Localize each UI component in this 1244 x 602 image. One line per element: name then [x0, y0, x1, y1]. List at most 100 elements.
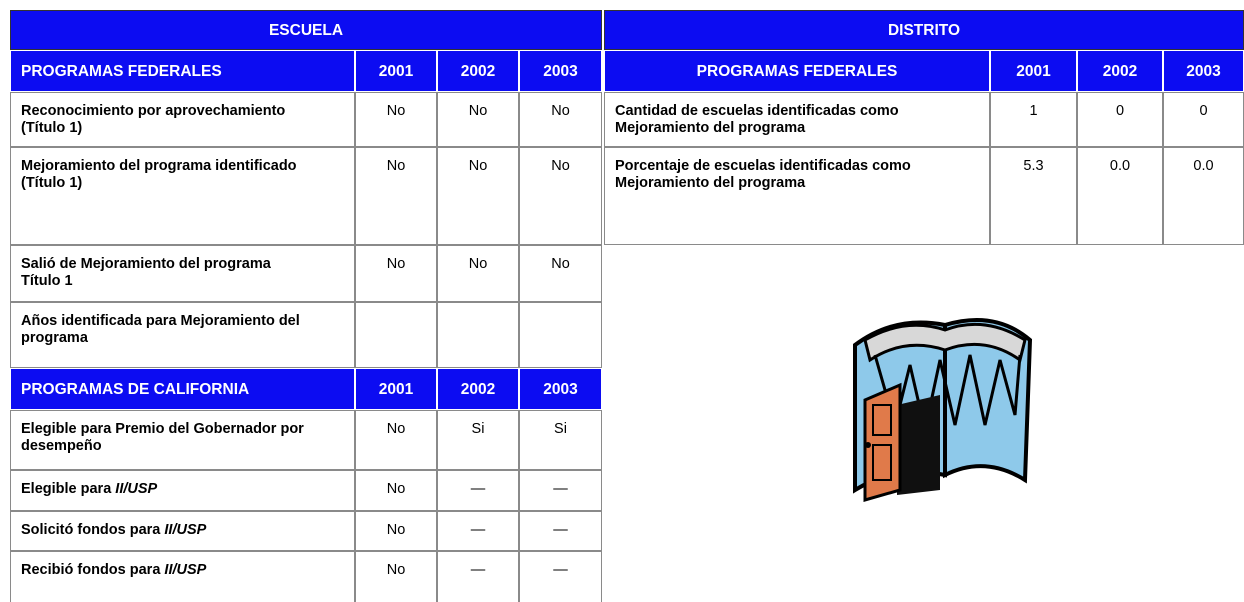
header-cell: PROGRAMAS FEDERALES [10, 50, 355, 92]
cell-text: Solicitó fondos para [21, 522, 161, 538]
cell-text: No [386, 562, 406, 578]
row-label: Mejoramiento del programa identificado (… [10, 147, 355, 245]
value-cell: 0 [1077, 92, 1163, 147]
header-cell: 2003 [519, 50, 602, 92]
cell-text: 2002 [460, 62, 496, 80]
cell-text: 2002 [460, 380, 496, 398]
value-cell: 0 [1163, 92, 1244, 147]
cell-text: 5.3 [1023, 158, 1044, 174]
value-cell: 0.0 [1077, 147, 1163, 245]
cell-text: Recibió fondos para [21, 562, 161, 578]
header-cell: 2001 [355, 368, 437, 410]
cell-text: No [386, 256, 406, 272]
value-cell: No [355, 147, 437, 245]
cell-text: Elegible para [21, 481, 112, 497]
cell-text: 2003 [543, 380, 578, 398]
row-label: Recibió fondos para II/USP [10, 551, 355, 602]
header-cell: 2002 [437, 50, 519, 92]
value-cell: No [355, 245, 437, 302]
row-label: Elegible para Premio del Gobernador por … [10, 410, 355, 470]
header-cell: 2003 [519, 368, 602, 410]
value-cell: 5.3 [990, 147, 1077, 245]
cell-text: PROGRAMAS DE CALIFORNIA [21, 380, 250, 398]
cell-text: 2001 [378, 62, 414, 80]
value-cell: No [519, 245, 602, 302]
cell-text: Salió de Mejoramiento del programa Títul… [21, 256, 271, 289]
value-cell: — [437, 511, 519, 551]
cell-text: 0.0 [1193, 158, 1214, 174]
cell-text: Mejoramiento del programa identificado (… [21, 158, 297, 191]
header-cell: 2001 [355, 50, 437, 92]
section-title: ESCUELA [10, 10, 602, 50]
cell-text: No [386, 158, 406, 174]
value-cell: No [355, 92, 437, 147]
value-cell: No [437, 245, 519, 302]
cell-text: 2001 [1016, 62, 1051, 80]
cell-text: — [470, 522, 486, 538]
header-cell: 2001 [990, 50, 1077, 92]
cell-text: Elegible para Premio del Gobernador por … [21, 421, 304, 454]
section-title: DISTRITO [604, 10, 1244, 50]
cell-text: No [386, 522, 406, 538]
cell-text: No [386, 421, 406, 437]
header-cell: PROGRAMAS DE CALIFORNIA [10, 368, 355, 410]
cell-text: 2003 [1186, 62, 1221, 80]
value-cell: No [355, 551, 437, 602]
header-cell: 2002 [437, 368, 519, 410]
cell-text: — [553, 481, 568, 497]
cell-text: Reconocimiento por aprovechamiento (Títu… [21, 103, 286, 136]
cell-text: PROGRAMAS FEDERALES [21, 62, 222, 80]
cell-text: — [553, 522, 568, 538]
value-cell: No [355, 470, 437, 511]
cell-text: 0 [1115, 103, 1125, 119]
emphasis-text: II/USP [160, 562, 207, 578]
value-cell: No [437, 92, 519, 147]
row-label: Elegible para II/USP [10, 470, 355, 511]
cell-text: Porcentaje de escuelas identificadas com… [615, 158, 911, 191]
cell-text: No [551, 158, 570, 174]
cell-text: Cantidad de escuelas identificadas como … [615, 103, 899, 136]
cell-text: No [551, 103, 570, 119]
value-cell [437, 302, 519, 368]
emphasis-text: II/USP [111, 481, 158, 497]
header-cell: 2003 [1163, 50, 1244, 92]
cell-text: — [470, 562, 486, 578]
value-cell: No [519, 92, 602, 147]
row-label: Porcentaje de escuelas identificadas com… [604, 147, 990, 245]
cell-text: No [468, 103, 488, 119]
book-door-icon [853, 318, 1033, 502]
cell-text: PROGRAMAS FEDERALES [696, 62, 898, 80]
value-cell: No [355, 511, 437, 551]
cell-text: 2001 [378, 380, 414, 398]
value-cell: — [437, 470, 519, 511]
value-cell [355, 302, 437, 368]
value-cell: No [437, 147, 519, 245]
header-cell: PROGRAMAS FEDERALES [604, 50, 990, 92]
cell-text: — [470, 481, 486, 497]
cell-text: 1 [1029, 103, 1038, 119]
cell-text: No [468, 158, 488, 174]
value-cell: Si [519, 410, 602, 470]
value-cell: 0.0 [1163, 147, 1244, 245]
row-label: Reconocimiento por aprovechamiento (Títu… [10, 92, 355, 147]
cell-text: — [553, 562, 568, 578]
cell-text: 0.0 [1109, 158, 1131, 174]
row-label: Años identificada para Mejoramiento del … [10, 302, 355, 368]
row-label: Salió de Mejoramiento del programa Títul… [10, 245, 355, 302]
value-cell: No [355, 410, 437, 470]
emphasis-text: II/USP [160, 522, 207, 538]
cell-text: No [551, 256, 570, 272]
cell-text: 2003 [543, 62, 578, 80]
cell-text: DISTRITO [887, 21, 961, 39]
value-cell: Si [437, 410, 519, 470]
row-label: Cantidad de escuelas identificadas como … [604, 92, 990, 147]
cell-text: No [468, 256, 488, 272]
header-cell: 2002 [1077, 50, 1163, 92]
cell-text: No [386, 481, 406, 497]
cell-text: ESCUELA [268, 21, 344, 39]
value-cell: — [519, 511, 602, 551]
value-cell: 1 [990, 92, 1077, 147]
value-cell: No [519, 147, 602, 245]
value-cell: — [519, 551, 602, 602]
